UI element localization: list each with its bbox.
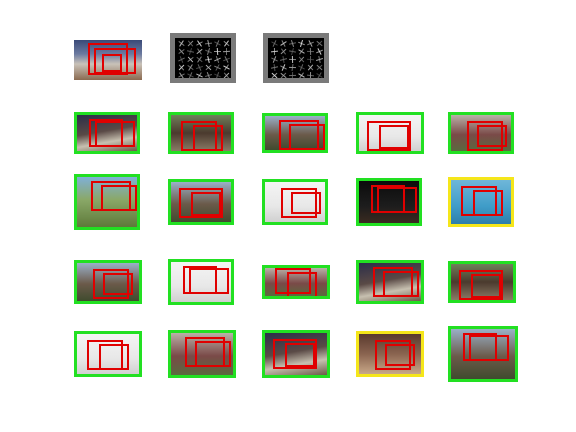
result-tile-horse-rearing [74,260,142,304]
result-tile-horse-cart-red [448,112,514,154]
result-tile-horse-trotter-sulky [262,113,328,153]
result-tile-horse-dark-brown [74,331,142,377]
detection-box [281,188,317,218]
detection-box [93,269,129,299]
detection-box [101,185,137,211]
detection-box [375,340,411,370]
detection-box [273,339,317,369]
detection-box [471,274,501,298]
detection-box [195,341,231,367]
detection-box [477,125,507,147]
result-tile-horse-trees-green [168,259,234,305]
result-tile-horse-cart-field [448,261,516,303]
detection-box [467,121,503,151]
result-tile-horse-paddock [356,260,424,304]
query-image [74,40,142,80]
detection-box [285,343,315,367]
detection-box [99,344,129,370]
result-tile-horse-sketch-white [356,112,424,154]
hog-part-filters [263,33,329,83]
result-tile-pool-swimmers [448,177,514,227]
detection-box [189,268,229,294]
detection-box [103,273,133,295]
result-photo [171,333,233,375]
detection-box [383,271,419,297]
detection-box [275,268,311,294]
result-tile-horse-print-pale [448,326,518,382]
result-tile-horses-race-pair [262,179,328,225]
result-photo [451,329,515,379]
detection-box [291,192,321,214]
detection-box [459,270,503,300]
result-tile-horse-field-fence [74,174,140,230]
detection-box [287,272,317,296]
detection-box [193,125,223,151]
detection-box [367,121,411,151]
detection-box [469,335,509,361]
detection-box [385,344,415,366]
detection-box [191,192,221,216]
hog-cell [221,70,231,78]
result-tile-people-indoor [356,331,424,377]
detection-box [95,121,135,147]
result-tile-horse-racing-wide [262,265,330,299]
result-tile-horse-cart-crowd [74,112,140,154]
result-photo [359,263,421,301]
detection-box [377,187,417,213]
result-tile-horse-cart-track [168,112,234,154]
result-tile-horse-sulky-white [168,330,236,378]
detection-box [289,124,325,150]
result-tile-horse-galloping [262,330,330,378]
hog-cell [315,71,324,78]
detection-box [379,125,409,149]
detection-box [179,188,223,218]
result-tile-horse-night-black [356,178,422,226]
hog-root-filter [170,33,236,83]
detection-box [473,190,503,216]
result-tile-horse-sulky-dark [168,179,234,225]
